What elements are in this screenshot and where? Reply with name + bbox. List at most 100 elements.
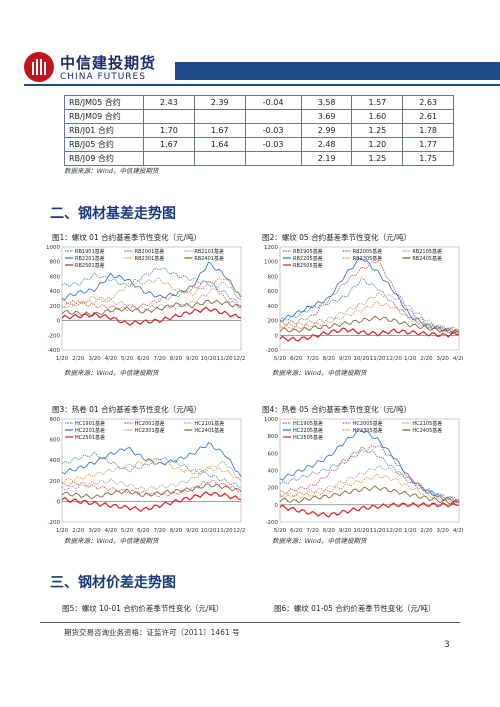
y-tick-label: 1000 [46, 245, 60, 251]
x-tick-label: 10/20 [201, 356, 217, 362]
header-band [175, 62, 500, 80]
series-line-HC2201基差 [61, 442, 242, 477]
fig2-svg: 1200 1000 800 600 400 200 0 -200 5/20 6/20 7/20 8/2… [264, 245, 463, 362]
table-cell-value: 3.69 [300, 109, 353, 124]
x-tick-label: 8/20 [323, 356, 336, 362]
series-line-RB2201基差 [61, 261, 242, 301]
table-cell-value [244, 109, 302, 124]
table-cell-name: RB/JM05 合约 [64, 95, 144, 110]
legend-label: HC2001基差 [135, 420, 165, 427]
fig4-chart: 1000 800 600 400 200 0 -200 5/20 6/20 7/20 8/20 9/2… [258, 414, 463, 536]
table-row: RB/JM09 合约 3.69 1.60 2.61 [64, 109, 454, 124]
x-tick-label: 3/20 [437, 356, 450, 362]
x-tick-label: 3/20 [88, 356, 101, 362]
legend-label: RB2501基差 [75, 262, 105, 269]
x-tick-label: 5/20 [274, 356, 287, 362]
table-cell-value: 2.99 [300, 123, 353, 138]
y-tick-label: 800 [268, 274, 279, 280]
y-tick-label: 800 [50, 260, 61, 266]
x-tick-label: 12/20 [386, 528, 402, 534]
y-tick-label: -200 [266, 348, 279, 354]
series-line-RB2401基差 [61, 299, 242, 318]
x-tick-label: 2/20 [72, 356, 85, 362]
legend-label: RB2305基差 [353, 255, 383, 262]
fig4-svg: 1000 800 600 400 200 0 -200 5/20 6/20 7/20 8/20 9/2… [264, 417, 463, 534]
x-tick-label: 9/20 [186, 356, 199, 362]
legend-label: HC2005基差 [353, 420, 383, 427]
series-line-RB2001基差 [61, 280, 242, 311]
x-tick-label: 10/20 [353, 528, 369, 534]
x-tick-label: 3/20 [88, 528, 101, 534]
y-tick-label: 200 [50, 304, 61, 310]
series-line-HC2005基差 [279, 444, 460, 504]
table-cell-name: RB/J09 合约 [64, 151, 144, 166]
fig3-title: 图3：热卷 01 合约基差季节性变化（元/吨） [52, 405, 202, 414]
series-line-HC1905基差 [279, 446, 460, 501]
section-title-spread: 三、钢材价差走势图 [50, 575, 176, 591]
table-cell-value: -0.04 [244, 95, 302, 110]
legend-label: RB2101基差 [194, 248, 224, 255]
fig1-svg: 1000 800 600 400 200 0 -200 -400 1/20 2/20 3/20 4/2… [46, 245, 245, 362]
section-title-basis: 二、钢材基差走势图 [50, 206, 176, 222]
table-cell-value [193, 151, 246, 166]
table-cell-value [143, 151, 195, 166]
y-tick-label: 1200 [264, 245, 278, 251]
legend-label: HC2201基差 [75, 427, 105, 434]
series-line-HC2505基差 [279, 502, 460, 518]
legend-label: HC2501基差 [75, 434, 105, 441]
plot-area [61, 418, 242, 523]
legend-label: RB2405基差 [412, 255, 442, 262]
x-tick-label: 5/20 [121, 528, 134, 534]
x-tick-label: 1/20 [56, 356, 69, 362]
table-cell-name: RB/J01 合约 [64, 123, 144, 138]
x-tick-label: 9/20 [339, 528, 352, 534]
x-tick-label: 10/20 [201, 528, 217, 534]
y-tick-label: 1000 [264, 260, 278, 266]
table-cell-value [244, 151, 302, 166]
x-tick-label: 11/20 [370, 356, 386, 362]
fig4-source: 数据来源：Wind，中信建投期货 [272, 537, 367, 545]
table-cell-value: 2.19 [300, 151, 353, 166]
legend-label: RB2005基差 [353, 248, 383, 255]
legend-label: RB2505基差 [293, 262, 323, 269]
table-cell-value: 1.25 [351, 123, 404, 138]
table-cell-value: 2.39 [193, 95, 246, 110]
x-tick-label: 11/20 [217, 356, 233, 362]
y-tick-label: 400 [50, 289, 61, 295]
series-line-RB2205基差 [279, 257, 460, 334]
y-tick-label: 1000 [264, 417, 278, 423]
legend-label: RB2205基差 [293, 255, 323, 262]
legend-label: RB1901基差 [75, 248, 105, 255]
fig3-source: 数据来源：Wind，中信建投期货 [64, 537, 159, 545]
table-cell-value: 1.78 [402, 123, 454, 138]
y-tick-label: 600 [268, 289, 279, 295]
series-line-RB2505基差 [279, 327, 460, 342]
y-tick-label: 600 [268, 451, 279, 457]
footer-rule [40, 622, 460, 623]
y-tick-label: 0 [57, 319, 61, 325]
table-cell-value: 2.61 [402, 109, 454, 124]
table-cell-value: 1.67 [143, 137, 195, 152]
series-line-RB2105基差 [279, 292, 460, 332]
logo-english-name: CHINA FUTURES [60, 72, 146, 82]
y-tick-label: -200 [48, 520, 61, 526]
x-tick-label: 9/20 [186, 528, 199, 534]
x-tick-label: 12/20 [386, 356, 402, 362]
series-line-RB2405基差 [279, 315, 460, 334]
table-cell-value: 3.58 [300, 95, 353, 110]
legend-label: HC1901基差 [75, 420, 105, 427]
y-tick-label: -400 [48, 348, 61, 354]
series-line-HC2105基差 [279, 465, 460, 501]
table-cell-value: 1.57 [351, 95, 404, 110]
x-tick-label: 6/20 [137, 528, 150, 534]
x-tick-label: 4/20 [453, 528, 463, 534]
table-cell-value: 1.64 [193, 137, 246, 152]
legend-label: RB2001基差 [135, 248, 165, 255]
fig3-svg: 800 600 400 200 0 -200 1/20 2/20 3/20 4/20 5/20 6/2… [48, 417, 245, 534]
y-tick-label: 600 [50, 438, 61, 444]
fig2-source: 数据来源：Wind，中信建投期货 [272, 369, 367, 377]
series-line-RB2301基差 [61, 277, 242, 308]
x-tick-label: 11/20 [217, 528, 233, 534]
logo-chinese-name: 中信建投期货 [60, 54, 157, 72]
fig4-title: 图4：热卷 05 合约基差季节性变化（元/吨） [262, 405, 412, 414]
